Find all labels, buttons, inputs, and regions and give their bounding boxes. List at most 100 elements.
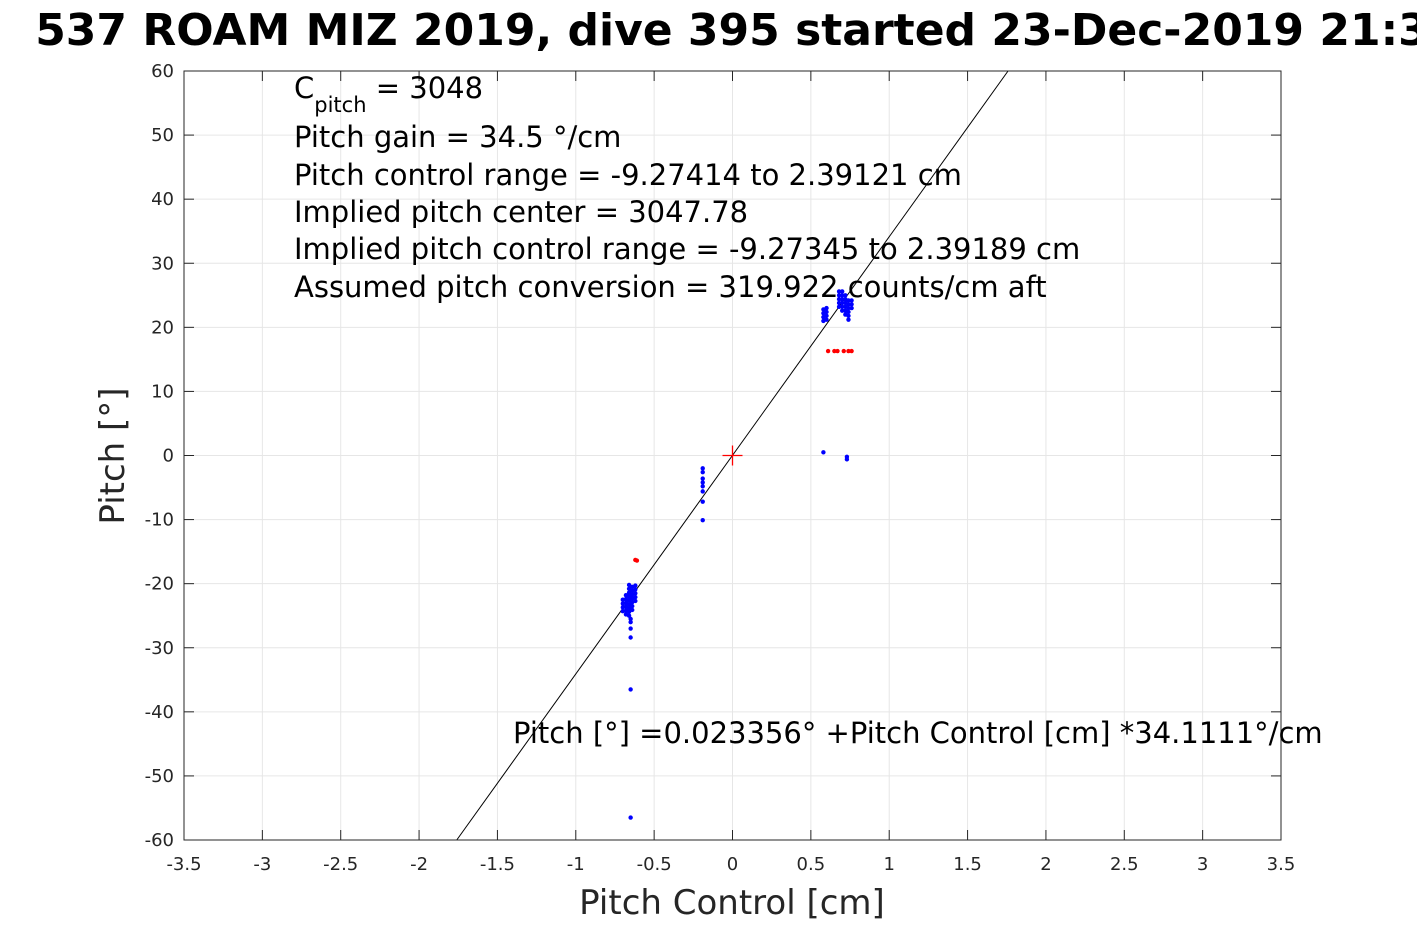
red-data-point	[849, 348, 854, 354]
y-tick-label: 50	[151, 125, 174, 146]
blue-data-point	[700, 469, 705, 475]
red-data-point	[832, 348, 837, 354]
x-tick-label: -2	[410, 854, 428, 875]
y-tick-label: -10	[145, 510, 174, 531]
blue-data-point	[700, 484, 705, 489]
blue-data-point	[623, 593, 629, 598]
blue-data-point	[836, 296, 842, 302]
data-points	[620, 289, 854, 820]
blue-data-point	[633, 587, 638, 592]
blue-data-point	[633, 598, 638, 604]
blue-data-point	[628, 616, 633, 622]
blue-data-point	[628, 687, 633, 692]
blue-data-point	[700, 499, 705, 504]
blue-data-point	[630, 603, 635, 609]
blue-data-point	[824, 317, 829, 322]
x-tick-label: 3	[1197, 854, 1208, 875]
blue-data-point	[836, 289, 842, 294]
annotation-implied-center: Implied pitch center = 3047.78	[294, 195, 748, 229]
y-tick-label: -50	[145, 766, 174, 787]
blue-data-point	[824, 309, 829, 315]
y-tick-label: -30	[145, 638, 174, 659]
blue-data-point	[846, 305, 851, 311]
blue-data-point	[633, 591, 638, 596]
blue-data-point	[700, 518, 705, 523]
blue-data-point	[840, 300, 845, 306]
blue-data-point	[700, 480, 705, 485]
chart-title: 537 ROAM MIZ 2019, dive 395 started 23-D…	[35, 5, 1417, 56]
blue-data-point	[836, 304, 842, 310]
blue-data-point	[840, 308, 845, 313]
blue-data-point	[821, 450, 826, 455]
y-tick-label: 20	[151, 317, 174, 338]
x-tick-label: -1.5	[480, 854, 515, 875]
x-tick-label: 1.5	[953, 854, 982, 875]
blue-data-point	[700, 466, 705, 471]
y-tick-label: 60	[151, 61, 174, 82]
y-tick-label: -20	[145, 574, 174, 595]
c-pitch-main: C	[294, 71, 314, 105]
red-data-point	[634, 558, 640, 563]
blue-data-point	[846, 317, 851, 322]
y-tick-labels: 60 50 40 30 20 10 0 -10 -20 -30 -40 -50 -60	[145, 61, 174, 851]
blue-data-point	[633, 594, 638, 600]
blue-data-point	[628, 619, 633, 625]
blue-data-point	[628, 635, 633, 640]
blue-data-point	[840, 289, 845, 294]
red-data-point	[841, 348, 846, 354]
x-tick-labels: -3.5 -3 -2.5 -2 -1.5 -1 -0.5 0 0.5 1 1.5 2 2.5 3 3.5	[166, 854, 1295, 875]
blue-data-point	[630, 607, 635, 613]
blue-data-point	[700, 489, 705, 494]
y-tick-label: 30	[151, 253, 174, 274]
blue-data-point	[846, 313, 851, 318]
x-tick-label: -3	[253, 854, 271, 875]
red-data-point	[835, 348, 840, 354]
plot-border	[183, 70, 1282, 841]
blue-data-point	[849, 305, 854, 311]
x-tick-label: 2.5	[1110, 854, 1139, 875]
blue-data-point	[824, 313, 829, 318]
red-data-point	[846, 348, 851, 354]
annotation-c-pitch: Cpitch = 3048	[294, 71, 483, 117]
x-tick-label: -1	[567, 854, 585, 875]
annotation-gain: Pitch gain = 34.5 °/cm	[294, 120, 621, 154]
annotation-control-range: Pitch control range = -9.27414 to 2.3912…	[294, 158, 962, 192]
center-marker	[722, 445, 743, 466]
annotation-fit-equation: Pitch [°] =0.023356° +Pitch Control [cm]…	[513, 716, 1323, 750]
annotation-conversion: Assumed pitch conversion = 319.922 count…	[294, 270, 1047, 304]
annotation-implied-range: Implied pitch control range = -9.27345 t…	[294, 232, 1080, 266]
blue-data-point	[628, 815, 633, 820]
x-tick-label: 0	[727, 854, 738, 875]
y-tick-label: 10	[151, 381, 174, 402]
c-pitch-value: = 3048	[367, 71, 484, 105]
blue-data-point	[620, 605, 625, 610]
blue-data-point	[846, 302, 851, 307]
x-tick-label: 0.5	[797, 854, 826, 875]
blue-data-point	[620, 601, 625, 606]
blue-data-point	[849, 298, 854, 303]
blue-data-point	[840, 304, 845, 310]
blue-data-point	[620, 597, 625, 602]
blue-data-point	[846, 309, 851, 315]
y-axis-label: Pitch [°]	[93, 387, 133, 524]
blue-data-point	[623, 612, 629, 617]
blue-data-point	[633, 583, 638, 588]
x-tick-label: -0.5	[637, 854, 672, 875]
x-tick-label: -3.5	[166, 854, 201, 875]
axis-ticks	[183, 70, 1282, 841]
blue-data-point	[846, 298, 851, 303]
blue-data-point	[824, 305, 829, 311]
blue-data-point	[840, 296, 845, 302]
blue-data-point	[836, 293, 842, 298]
y-tick-label: -40	[145, 702, 174, 723]
c-pitch-sub: pitch	[314, 93, 366, 117]
red-data-point	[825, 348, 831, 354]
blue-data-point	[844, 457, 850, 462]
y-tick-label: -60	[145, 830, 174, 851]
blue-data-point	[700, 476, 705, 481]
blue-data-point	[628, 626, 633, 631]
blue-data-point	[843, 293, 848, 298]
x-axis-label: Pitch Control [cm]	[579, 883, 885, 923]
y-tick-label: 40	[151, 189, 174, 210]
